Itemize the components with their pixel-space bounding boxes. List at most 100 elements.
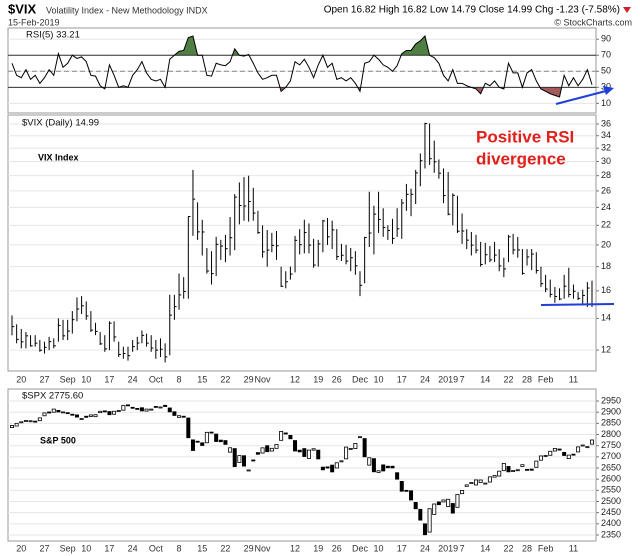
y-tick-label: 2800 [601, 429, 621, 439]
candle [371, 458, 376, 473]
candle [149, 408, 154, 411]
annotation: Positive RSI [476, 127, 574, 146]
x-tick-label: 10 [81, 374, 91, 384]
x-tick-label: 26 [332, 374, 342, 384]
candle [566, 454, 571, 460]
candle [255, 452, 260, 455]
y-tick-label: 2700 [601, 451, 621, 461]
x-tick-label: Sep [60, 374, 76, 384]
candle [19, 421, 24, 424]
candle [552, 448, 557, 452]
y-tick-label: 32 [601, 143, 611, 153]
x-tick-label: 27 [39, 543, 49, 553]
candle [483, 482, 488, 485]
candle [37, 417, 42, 422]
vix-label: $VIX (Daily) 14.99 [22, 118, 99, 129]
x-tick-label: 22 [503, 374, 513, 384]
candle [520, 464, 525, 467]
x-tick-label: 10 [81, 543, 91, 553]
candle [163, 404, 168, 407]
x-tick-label: 24 [420, 374, 430, 384]
candle [274, 444, 279, 449]
y-tick-label: 2950 [601, 395, 621, 405]
candle [65, 412, 70, 415]
symbol: $VIX [8, 1, 37, 16]
candle [492, 475, 497, 478]
rsi-line [11, 35, 593, 98]
x-tick-label: 2019 [438, 543, 458, 553]
candle [116, 410, 121, 412]
x-tick-label: 10 [374, 543, 384, 553]
y-tick-label: 30 [601, 156, 611, 166]
candle [376, 470, 381, 473]
y-tick-label: 70 [601, 50, 611, 60]
x-tick-label: 12 [290, 543, 300, 553]
quote: Open 16.82 High 16.82 Low 14.79 Close 14… [324, 5, 620, 16]
candle [339, 460, 344, 463]
candle [316, 449, 321, 460]
candle [367, 457, 372, 466]
candle [353, 443, 358, 449]
y-tick-label: 36 [601, 118, 611, 128]
candle [478, 479, 483, 483]
x-tick-label: 28 [522, 374, 532, 384]
rsi-label: RSI(5) 33.21 [26, 30, 80, 41]
y-tick-label: 34 [601, 130, 611, 140]
x-tick-label: Nov [255, 543, 272, 553]
x-tick-label: 22 [220, 374, 230, 384]
x-tick-label: 10 [374, 374, 384, 384]
x-tick-label: Oct [149, 374, 164, 384]
candle [464, 484, 469, 487]
candle [460, 490, 465, 495]
candle [446, 498, 451, 508]
candle [487, 476, 492, 483]
candle [288, 435, 293, 440]
candle [562, 451, 567, 456]
x-tick-label: 24 [128, 543, 138, 553]
x-tick-label: 20 [16, 374, 26, 384]
candle [190, 439, 195, 451]
candle [42, 412, 47, 417]
y-tick-label: 16 [601, 285, 611, 295]
y-tick-label: 2650 [601, 462, 621, 472]
candle [9, 425, 14, 429]
candle [88, 414, 93, 417]
y-tick-label: 26 [601, 185, 611, 195]
x-tick-label: 17 [397, 543, 407, 553]
candle [177, 415, 182, 418]
x-tick-label: 7 [460, 374, 465, 384]
candle [112, 410, 117, 415]
x-tick-label: Oct [149, 543, 164, 553]
x-tick-label: 8 [177, 543, 182, 553]
x-tick-label: 22 [503, 543, 513, 553]
candle [580, 444, 585, 447]
y-tick-label: 24 [601, 202, 611, 212]
candle [232, 448, 237, 468]
candle [98, 410, 103, 414]
candle [576, 446, 581, 453]
candle [84, 415, 89, 418]
candle [473, 479, 478, 486]
candle [47, 411, 52, 414]
candle [181, 415, 186, 418]
y-tick-label: 2750 [601, 440, 621, 450]
candle [214, 433, 219, 442]
candle [260, 447, 265, 454]
x-tick-label: 15 [197, 374, 207, 384]
candle [413, 501, 418, 510]
y-tick-label: 2500 [601, 496, 621, 506]
candle [311, 448, 316, 451]
x-tick-label: 12 [290, 374, 300, 384]
x-tick-label: 2019 [438, 374, 458, 384]
candle [74, 414, 79, 418]
candle [320, 466, 325, 471]
candle [195, 440, 200, 443]
y-tick-label: 2850 [601, 418, 621, 428]
candle [153, 406, 158, 408]
y-tick-label: 2350 [601, 529, 621, 539]
candle [515, 469, 520, 472]
candle [144, 408, 149, 412]
x-tick-label: Feb [538, 543, 554, 553]
trend-arrow [555, 90, 607, 105]
